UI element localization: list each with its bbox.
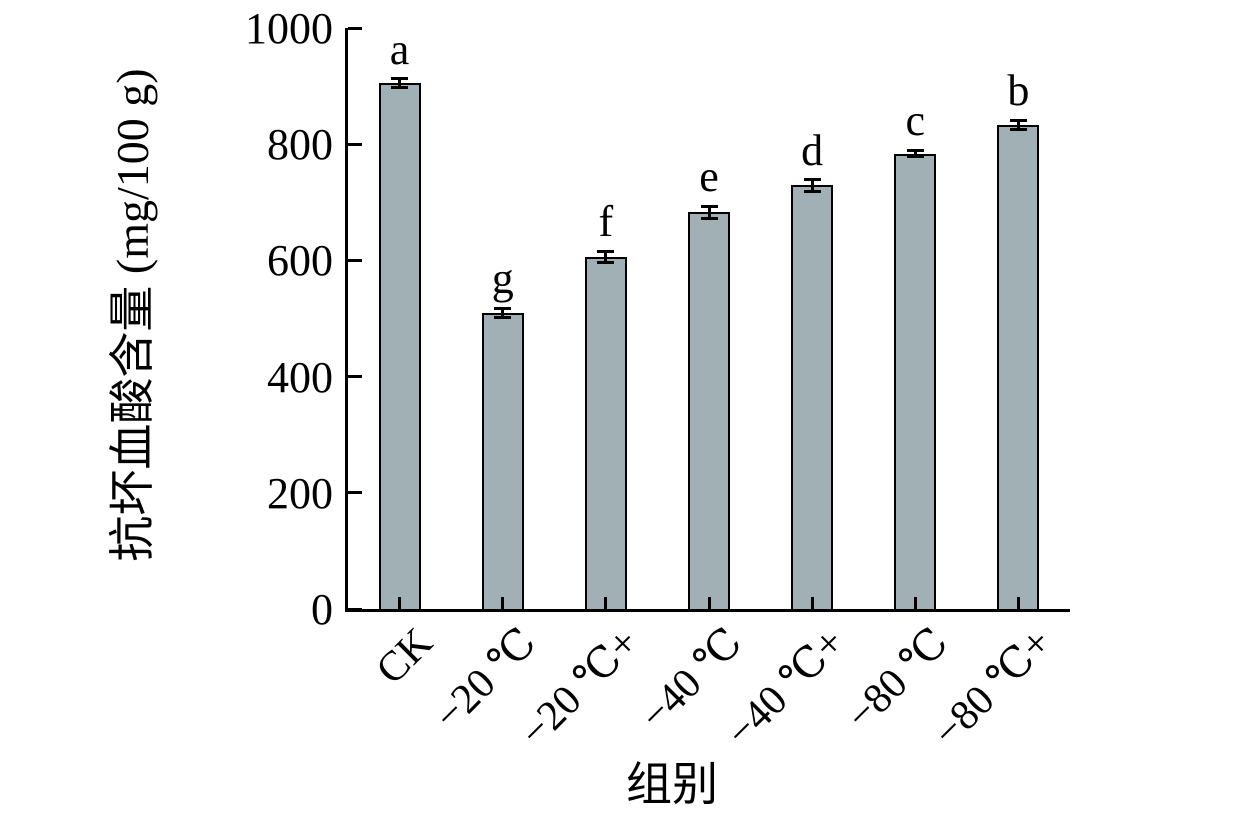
- y-axis-title: 抗坏血酸含量 (mg/100 g): [107, 68, 158, 562]
- bar: [378, 83, 421, 609]
- error-bar: [707, 206, 711, 218]
- error-bar-cap-bottom: [1009, 128, 1027, 132]
- error-bar: [810, 179, 814, 192]
- x-axis-tick: [707, 597, 711, 609]
- y-axis-tick: [348, 491, 362, 495]
- significance-letter: d: [801, 125, 824, 175]
- y-tick-label: 400: [267, 352, 333, 402]
- error-bar: [501, 308, 505, 318]
- x-axis-tick: [810, 597, 814, 609]
- significance-letter: g: [491, 254, 514, 304]
- y-axis-tick: [348, 258, 362, 262]
- x-axis-tick: [604, 597, 608, 609]
- x-tick-label: CK: [367, 619, 442, 694]
- error-bar-cap-top: [700, 204, 718, 208]
- x-axis-tick: [913, 597, 917, 609]
- y-tick-label: 0: [311, 585, 333, 634]
- bar: [997, 125, 1040, 609]
- significance-letter: f: [598, 197, 614, 247]
- error-bar-cap-bottom: [803, 189, 821, 193]
- y-axis-tick: [348, 375, 362, 379]
- y-tick-label: 600: [267, 236, 333, 286]
- error-bar-cap-bottom: [391, 86, 409, 90]
- bar: [688, 212, 730, 609]
- y-tick-label: 800: [267, 120, 333, 170]
- error-bar-cap-top: [391, 77, 409, 81]
- error-bar-cap-top: [494, 306, 512, 310]
- significance-letter: e: [699, 152, 719, 202]
- error-bar-cap-bottom: [906, 155, 924, 159]
- x-axis-title: 组别: [626, 759, 718, 810]
- x-axis-tick: [501, 597, 505, 609]
- error-bar-cap-top: [597, 249, 615, 253]
- x-axis-tick: [1016, 597, 1020, 609]
- bar: [481, 312, 524, 609]
- y-tick-label: 200: [267, 468, 333, 518]
- significance-letter: b: [1007, 66, 1030, 116]
- error-bar: [1016, 120, 1020, 130]
- error-bar-cap-bottom: [494, 315, 512, 319]
- bar: [894, 153, 937, 609]
- significance-letter: c: [905, 96, 926, 146]
- y-tick-label: 1000: [245, 4, 333, 53]
- y-axis-tick: [348, 142, 362, 146]
- error-bar: [604, 251, 608, 263]
- y-axis-tick: [348, 26, 362, 30]
- y-axis-tick: [348, 607, 362, 611]
- error-bar: [398, 78, 402, 88]
- error-bar-cap-bottom: [700, 216, 718, 220]
- error-bar-cap-top: [803, 178, 821, 182]
- x-axis-tick: [398, 597, 402, 609]
- significance-letter: a: [389, 24, 410, 74]
- bar: [791, 185, 834, 609]
- error-bar: [913, 150, 917, 157]
- bar: [584, 256, 627, 609]
- error-bar-cap-bottom: [597, 261, 615, 265]
- error-bar-cap-top: [906, 148, 924, 152]
- plot-area: a g f e d c b: [345, 24, 1070, 612]
- error-bar-cap-top: [1009, 118, 1027, 122]
